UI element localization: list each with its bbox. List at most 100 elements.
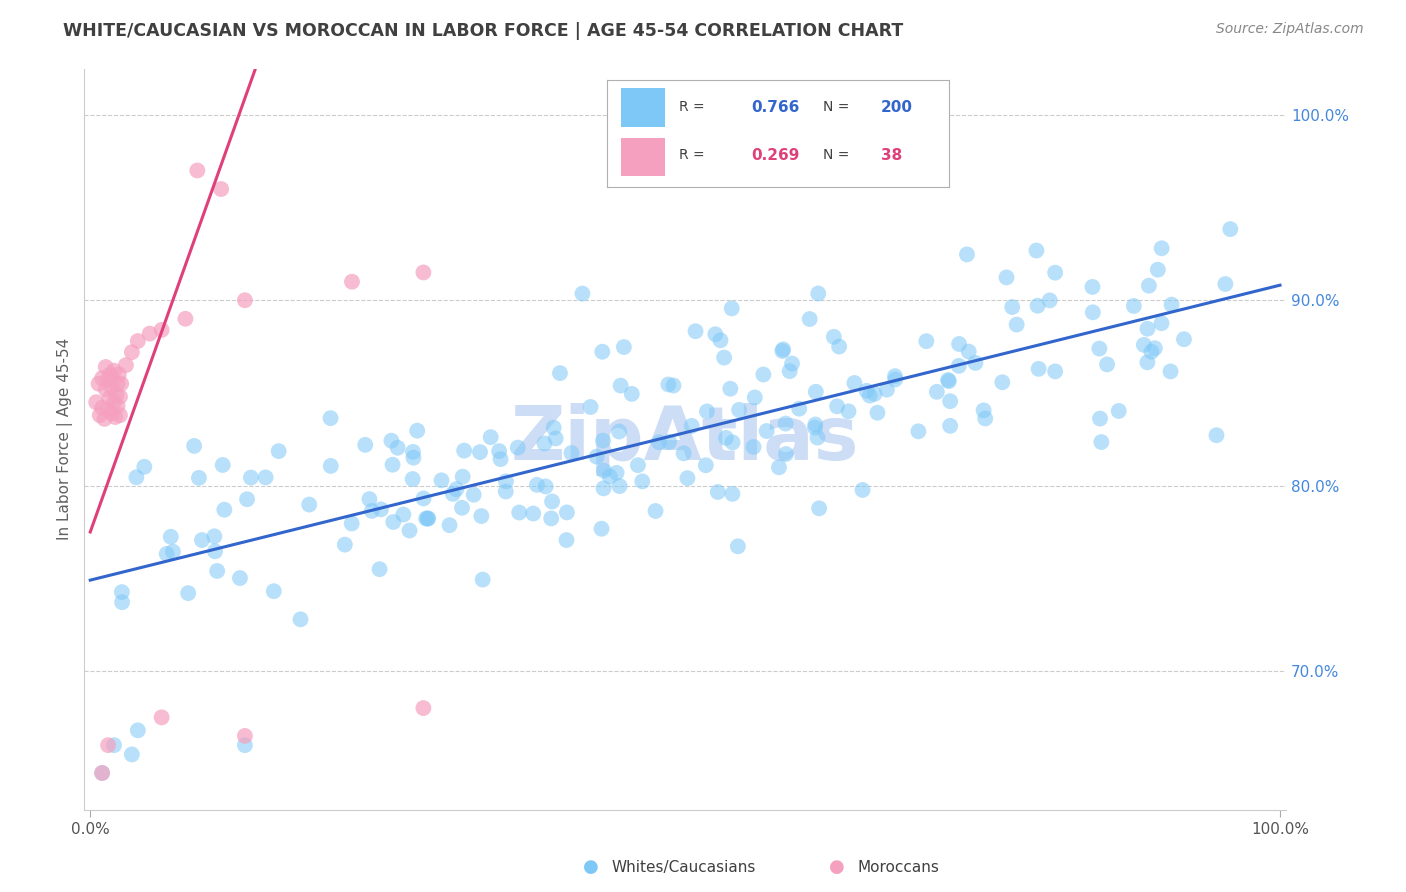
Point [1001, 300, 1024, 314]
Point [866, 406, 889, 420]
Point [695, 458, 717, 473]
Point [103, 738, 125, 752]
Point [361, 504, 384, 518]
Point [263, 584, 285, 599]
Point [298, 498, 321, 512]
Point [825, 399, 848, 413]
Point [585, 450, 607, 464]
Text: Source: ZipAtlas.com: Source: ZipAtlas.com [1216, 22, 1364, 37]
Point [100, 368, 122, 382]
Point [150, 323, 173, 337]
Point [451, 500, 474, 515]
Point [1143, 341, 1166, 355]
Point [555, 505, 578, 519]
Point [468, 445, 491, 459]
Point [134, 459, 156, 474]
Point [907, 425, 929, 439]
Point [162, 544, 184, 558]
Point [1088, 342, 1111, 356]
Point [828, 340, 851, 354]
Point [495, 484, 517, 499]
Point [606, 466, 628, 480]
Point [884, 372, 907, 386]
Point [406, 424, 429, 438]
Point [229, 571, 252, 585]
Point [806, 431, 828, 445]
Point [714, 431, 737, 445]
Point [1160, 364, 1182, 378]
Point [471, 573, 494, 587]
Point [89, 408, 111, 422]
Point [526, 478, 548, 492]
Point [696, 404, 718, 418]
Point [205, 564, 228, 578]
Point [844, 376, 866, 390]
Point [540, 511, 562, 525]
Point [957, 344, 980, 359]
Point [495, 475, 517, 489]
Point [333, 538, 356, 552]
Point [772, 343, 794, 357]
Point [1160, 298, 1182, 312]
Point [948, 337, 970, 351]
Point [91, 401, 114, 415]
Point [204, 544, 226, 558]
Point [863, 387, 886, 401]
Point [592, 434, 614, 448]
Point [744, 391, 766, 405]
Point [579, 400, 602, 414]
Point [107, 368, 129, 382]
Point [823, 330, 845, 344]
Point [479, 430, 502, 444]
Point [658, 434, 681, 449]
Point [755, 424, 778, 438]
Point [599, 469, 621, 483]
Point [541, 494, 564, 508]
Point [94, 359, 117, 374]
Point [593, 464, 616, 478]
Point [93, 412, 115, 426]
Point [1122, 299, 1144, 313]
Point [430, 473, 453, 487]
Point [1026, 299, 1049, 313]
Point [506, 441, 529, 455]
Point [685, 324, 707, 338]
Point [1028, 362, 1050, 376]
Point [876, 383, 898, 397]
Text: WHITE/CAUCASIAN VS MOROCCAN IN LABOR FORCE | AGE 45-54 CORRELATION CHART: WHITE/CAUCASIAN VS MOROCCAN IN LABOR FOR… [63, 22, 904, 40]
Point [107, 376, 129, 391]
Point [100, 380, 122, 394]
Point [107, 399, 129, 413]
Point [233, 738, 256, 752]
Point [209, 182, 232, 196]
Point [98, 392, 121, 406]
Point [1133, 338, 1156, 352]
Point [620, 387, 643, 401]
Point [1173, 332, 1195, 346]
Point [607, 425, 630, 439]
Point [418, 511, 440, 525]
Point [799, 312, 821, 326]
Point [925, 384, 948, 399]
Point [884, 369, 907, 384]
Point [644, 504, 666, 518]
Point [991, 376, 1014, 390]
Point [159, 530, 181, 544]
Point [1081, 280, 1104, 294]
Point [104, 410, 127, 425]
Point [681, 418, 703, 433]
Point [775, 447, 797, 461]
Point [648, 435, 671, 450]
Point [111, 595, 134, 609]
Point [446, 482, 468, 496]
Point [1081, 305, 1104, 319]
Point [1005, 318, 1028, 332]
Point [727, 539, 749, 553]
Point [1043, 364, 1066, 378]
Point [631, 475, 654, 489]
Point [1025, 244, 1047, 258]
Text: ●: ● [582, 858, 599, 876]
Point [401, 472, 423, 486]
Point [534, 479, 557, 493]
Point [544, 432, 567, 446]
